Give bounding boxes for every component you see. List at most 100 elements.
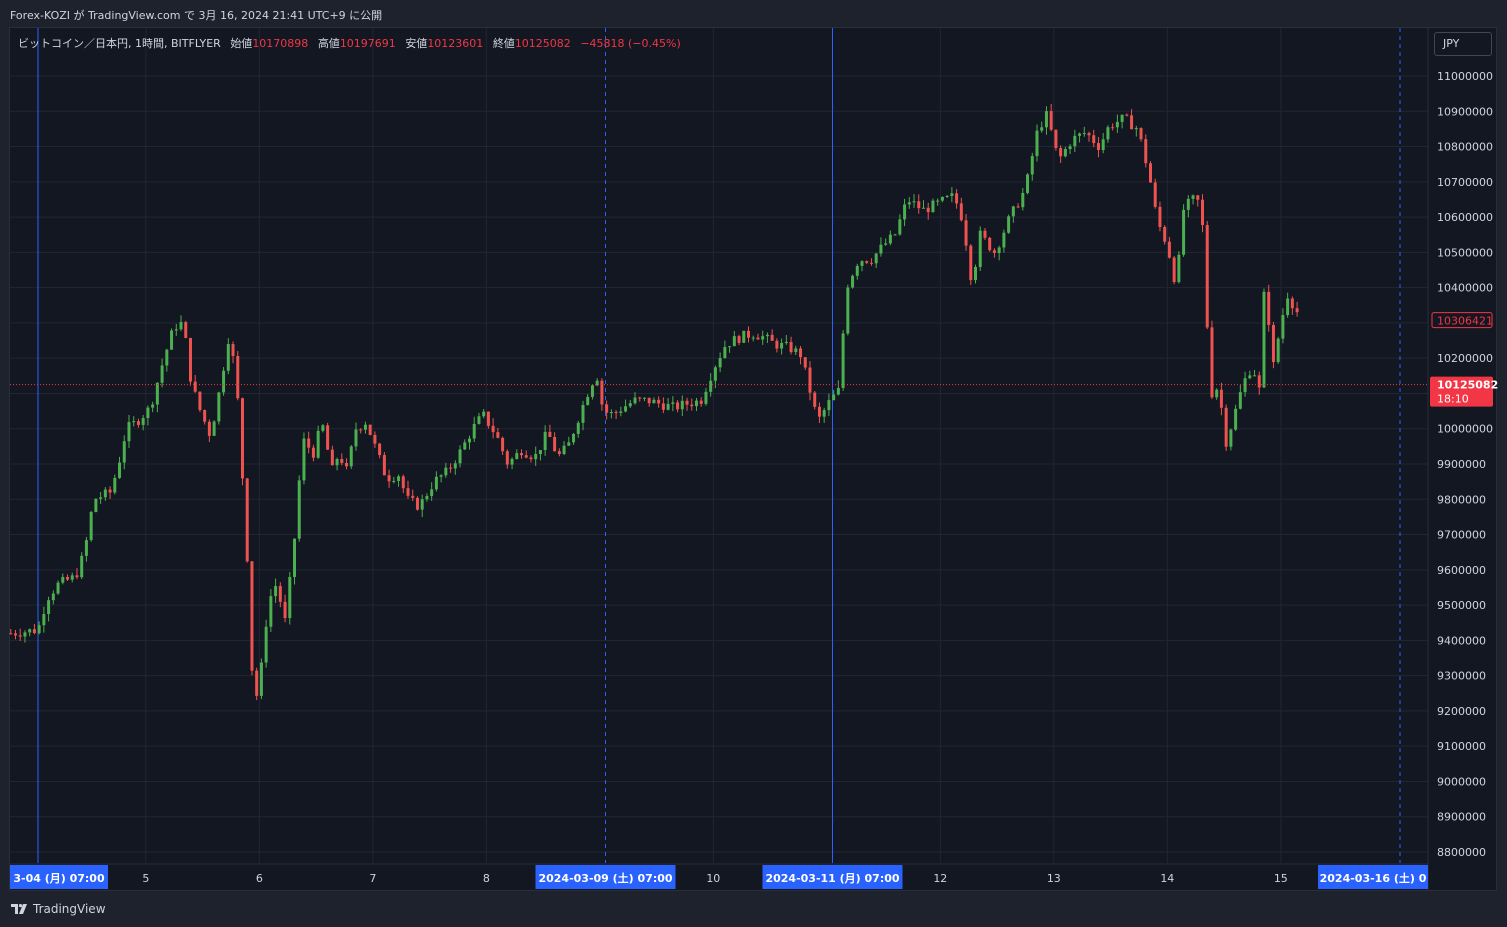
candle-body	[13, 633, 17, 636]
y-tick-label: 9200000	[1437, 705, 1486, 718]
candle-body	[538, 449, 542, 455]
tradingview-logo[interactable]: TradingView	[11, 902, 106, 916]
candle-body	[103, 489, 107, 498]
candle-body	[32, 629, 36, 634]
candle-body	[978, 230, 982, 267]
candle-body	[699, 400, 703, 404]
candle-body	[879, 244, 883, 254]
candle-body	[1096, 143, 1100, 151]
candle-body	[633, 397, 637, 404]
candle-body	[775, 340, 779, 349]
candle-body	[718, 358, 722, 368]
y-tick-label: 9700000	[1437, 529, 1486, 542]
candle-body	[543, 431, 547, 450]
candle-body	[132, 421, 136, 423]
candle-body	[198, 391, 202, 410]
candle-body	[1040, 127, 1044, 131]
candle-body	[430, 489, 434, 497]
symbol-title[interactable]: ビットコイン／日本円, 1時間, BITFLYER	[18, 37, 221, 50]
candle-body	[1224, 407, 1228, 447]
candle-body	[846, 287, 850, 334]
candle-body	[936, 200, 940, 202]
candle-body	[1182, 209, 1186, 255]
candle-body	[212, 421, 216, 436]
candle-body	[146, 407, 150, 419]
candle-body	[179, 322, 183, 330]
candle-body	[1271, 324, 1275, 363]
candle-body	[482, 411, 486, 417]
candle-body	[1054, 129, 1058, 149]
candle-body	[732, 336, 736, 347]
currency-button[interactable]: JPY	[1434, 32, 1492, 56]
candle-body	[1106, 127, 1110, 140]
candle-body	[373, 434, 377, 444]
candle-body	[401, 476, 405, 489]
last-price-label: 10125082	[1437, 379, 1498, 392]
candle-body	[434, 476, 438, 490]
candle-body	[1219, 389, 1223, 408]
date-highlight-label: 2024-03-09 (土) 07:00	[538, 871, 672, 885]
candle-body	[529, 457, 533, 460]
candle-body	[222, 370, 226, 393]
candle-body	[496, 432, 500, 438]
candle-body	[874, 253, 878, 264]
candle-body	[236, 355, 240, 399]
candle-body	[56, 582, 60, 594]
y-tick-label: 8900000	[1437, 811, 1486, 824]
candle-body	[449, 467, 453, 469]
change-value: −45818 (−0.45%)	[580, 37, 681, 50]
x-tick-label: 8	[483, 872, 490, 885]
candle-body	[666, 403, 670, 410]
high-label: 高値	[317, 37, 340, 50]
x-tick-label: 14	[1160, 872, 1174, 885]
candle-body	[642, 397, 646, 399]
candle-body	[23, 632, 27, 637]
y-tick-label: 8800000	[1437, 846, 1486, 859]
candle-body	[817, 406, 821, 417]
candle-body	[1215, 389, 1219, 398]
candle-body	[335, 459, 339, 466]
chart-frame[interactable]	[9, 27, 1497, 891]
candle-body	[1286, 298, 1290, 316]
candle-body	[259, 662, 263, 696]
candle-body	[1281, 315, 1285, 339]
date-highlight-box	[535, 865, 676, 889]
candle-body	[94, 498, 98, 512]
candle-body	[652, 399, 656, 404]
candle-body	[628, 403, 632, 407]
candle-body	[581, 404, 585, 423]
candle-body	[988, 237, 992, 251]
candle-body	[278, 586, 282, 602]
candle-body	[501, 437, 505, 452]
candle-body	[685, 400, 689, 405]
candle-body	[1101, 139, 1105, 151]
candle-body	[155, 382, 159, 405]
close-value: 10125082	[514, 37, 571, 50]
candle-body	[75, 575, 79, 578]
y-tick-label: 10800000	[1437, 141, 1493, 154]
candle-body	[472, 423, 476, 439]
candle-body	[1177, 254, 1181, 283]
candle-body	[520, 453, 524, 456]
candle-body	[860, 261, 864, 266]
candle-body	[515, 453, 519, 459]
candle-body	[770, 334, 774, 341]
candle-body	[590, 385, 594, 397]
y-tick-label: 9400000	[1437, 634, 1486, 647]
candle-body	[359, 429, 363, 431]
candle-body	[624, 406, 628, 412]
candle-body	[1035, 130, 1039, 157]
candle-body	[955, 193, 959, 204]
candle-body	[80, 555, 84, 578]
candle-body	[1021, 192, 1025, 208]
y-tick-label: 9500000	[1437, 599, 1486, 612]
candle-body	[964, 220, 968, 246]
candle-body	[217, 392, 221, 422]
candle-body	[406, 488, 410, 496]
candle-body	[822, 410, 826, 417]
candle-body	[1243, 378, 1247, 393]
candle-body	[931, 200, 935, 213]
marked-price-badge	[1431, 312, 1493, 329]
candle-body	[28, 629, 32, 633]
